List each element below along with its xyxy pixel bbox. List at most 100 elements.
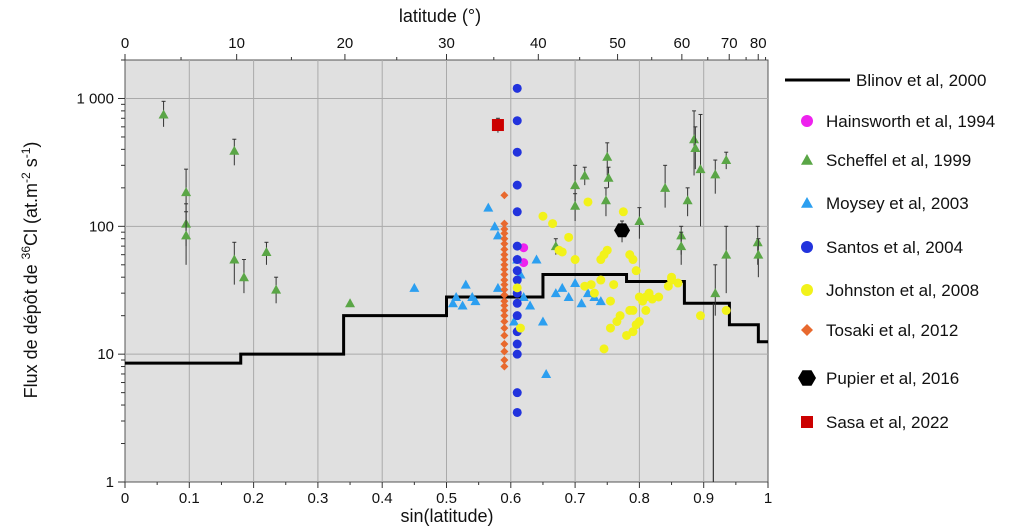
data-point <box>512 241 522 251</box>
data-point <box>512 311 522 321</box>
data-point <box>509 316 520 326</box>
data-point <box>689 134 700 144</box>
grid <box>125 60 768 482</box>
legend-label: Pupier et al, 2016 <box>826 369 959 388</box>
data-point <box>710 169 721 179</box>
data-point <box>634 216 645 226</box>
legend-swatch <box>801 197 813 208</box>
y-axis: 1 10 100 1 000 <box>76 59 125 491</box>
latitude-tick-label: 10 <box>228 35 245 52</box>
data-point <box>537 316 548 326</box>
data-point <box>654 292 664 302</box>
latitude-tick-label: 0 <box>121 35 129 52</box>
data-point <box>605 323 615 333</box>
data-point <box>512 180 522 190</box>
data-point <box>518 291 529 301</box>
data-point <box>500 317 509 326</box>
data-point <box>673 278 683 288</box>
legend-swatch <box>801 241 813 253</box>
data-point <box>500 239 509 248</box>
latitude-tick-label: 60 <box>674 35 691 52</box>
data-point <box>512 298 522 308</box>
data-point <box>710 288 721 298</box>
data-point <box>261 246 272 256</box>
legend-entry: Hainsworth et al, 1994 <box>801 112 995 131</box>
data-point <box>512 207 522 217</box>
data-point <box>500 234 509 243</box>
data-point <box>550 288 561 298</box>
data-point <box>600 195 611 205</box>
x-tick-label: 1 <box>764 490 772 507</box>
data-point <box>500 219 509 228</box>
legend-swatch <box>801 284 813 296</box>
latitude-tick-label: 50 <box>609 35 626 52</box>
legend-entry: Moysey et al, 2003 <box>801 194 969 213</box>
data-point <box>229 145 240 155</box>
data-point <box>663 281 673 291</box>
data-point <box>500 276 509 285</box>
data-point <box>181 187 192 197</box>
data-point <box>500 324 509 333</box>
data-marks <box>125 83 768 482</box>
data-point <box>583 197 593 207</box>
legend-entry: Santos et al, 2004 <box>801 238 963 257</box>
latitude-tick-label: 70 <box>721 35 738 52</box>
legend-label: Hainsworth et al, 1994 <box>826 112 995 131</box>
y-axis-title: Flux de dépôt de 36Cl (at.m-2 s-1) <box>19 142 41 399</box>
data-point <box>570 200 581 210</box>
data-point <box>614 223 631 238</box>
data-point <box>596 275 606 285</box>
data-point <box>492 230 503 240</box>
x-tick-label: 0 <box>121 490 129 507</box>
data-point <box>500 297 509 306</box>
legend-swatch <box>798 370 816 386</box>
data-point <box>634 317 644 327</box>
legend-entry: Pupier et al, 2016 <box>798 369 959 388</box>
data-point <box>538 211 548 221</box>
data-point <box>483 202 494 212</box>
data-point <box>447 298 458 308</box>
legend-label: Blinov et al, 2000 <box>856 71 986 90</box>
data-point <box>564 232 574 242</box>
data-point <box>181 230 192 240</box>
data-point <box>500 362 509 371</box>
data-point <box>548 219 558 229</box>
data-point <box>500 356 509 365</box>
data-point <box>721 305 731 315</box>
data-point <box>628 255 638 265</box>
data-point <box>457 300 468 310</box>
data-point <box>602 245 612 255</box>
latitude-tick-label: 80 <box>750 35 767 52</box>
data-point <box>500 331 509 340</box>
data-point <box>557 247 567 257</box>
latitude-tick-label: 40 <box>530 35 547 52</box>
latitude-axis: 0 10 20 30 40 50 60 70 80 <box>121 35 767 60</box>
series-line <box>125 272 768 365</box>
data-point <box>345 298 356 308</box>
data-point <box>500 280 509 289</box>
legend-entry: Scheffel et al, 1999 <box>801 151 971 170</box>
data-point <box>667 272 677 282</box>
x-tick-label: 0.5 <box>436 490 457 507</box>
data-point <box>500 306 509 315</box>
legend: Blinov et al, 2000 Hainsworth et al, 1994… <box>785 71 995 432</box>
data-point <box>500 260 509 269</box>
data-point <box>605 296 615 306</box>
data-point <box>500 225 509 234</box>
x-axis-title: sin(latitude) <box>400 506 493 526</box>
x-axis: 0 0.1 0.2 0.3 0.4 0.5 0.6 0.7 0.8 0.9 1 <box>121 482 772 507</box>
data-point <box>599 344 609 354</box>
data-point <box>602 151 613 161</box>
data-point <box>451 291 462 301</box>
data-point <box>525 300 536 310</box>
data-point <box>628 305 638 315</box>
data-point <box>586 280 596 290</box>
data-point <box>512 339 522 349</box>
data-point <box>595 296 606 306</box>
latitude-axis-title: latitude (°) <box>399 6 481 26</box>
y-tick-label: 1 <box>106 474 114 491</box>
legend-label: Tosaki et al, 2012 <box>826 321 958 340</box>
legend-label: Johnston et al, 2008 <box>826 281 979 300</box>
data-point <box>753 249 764 259</box>
data-point <box>631 266 641 276</box>
